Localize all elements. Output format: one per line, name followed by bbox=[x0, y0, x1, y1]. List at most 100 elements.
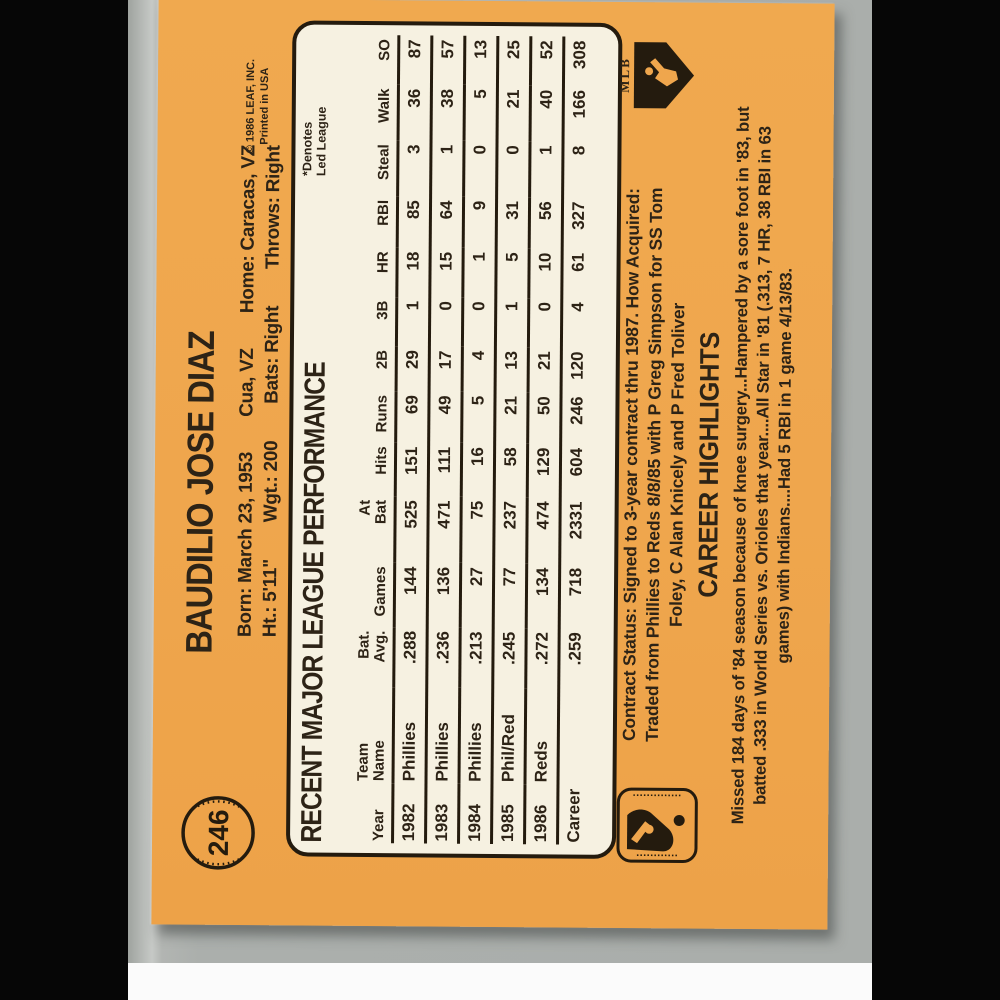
stat-cell: 21 bbox=[534, 351, 554, 371]
born-value: Born: March 23, 1953 bbox=[234, 451, 258, 638]
mlbpa-logo-icon bbox=[616, 787, 698, 864]
stat-cell: 718 bbox=[565, 567, 586, 597]
stat-cell: 38 bbox=[437, 88, 457, 109]
stat-cell: .213 bbox=[466, 631, 486, 665]
stat-cell: 0 bbox=[469, 301, 489, 311]
stat-cell: 77 bbox=[500, 567, 520, 587]
stat-cell: 134 bbox=[532, 567, 553, 597]
stat-cell: 1 bbox=[502, 301, 522, 312]
career-highlights-block: Missed 184 days of '84 season because of… bbox=[727, 39, 799, 892]
stat-cell: 151 bbox=[401, 446, 422, 476]
stat-cell: .272 bbox=[532, 631, 552, 666]
col-steal: Steal bbox=[374, 144, 393, 181]
stat-cell: 129 bbox=[533, 447, 554, 477]
stat-cell: 2331 bbox=[566, 501, 586, 540]
copyright-block: © 1986 LEAF, INC. Printed in USA bbox=[244, 48, 272, 164]
stat-cell: 0 bbox=[535, 301, 555, 312]
stat-cell: 136 bbox=[433, 566, 454, 596]
baseball-icon: 246 bbox=[181, 796, 255, 870]
stat-cell: 1985 bbox=[498, 804, 518, 843]
stat-cell: 56 bbox=[535, 201, 556, 221]
stat-cell: 5 bbox=[502, 252, 522, 262]
col-games: Games bbox=[371, 566, 389, 617]
stat-cell: 4 bbox=[468, 350, 488, 361]
stats-panel-header: RECENT MAJOR LEAGUE PERFORMANCE *Denotes… bbox=[296, 34, 340, 843]
height-value: Ht.: 5'11" bbox=[259, 559, 282, 638]
stat-cell: 69 bbox=[402, 395, 422, 415]
stat-cell: 52 bbox=[537, 40, 557, 60]
stat-cell: 13 bbox=[471, 39, 491, 59]
stat-cell: 3 bbox=[404, 144, 424, 155]
stat-cell: 85 bbox=[403, 200, 424, 220]
copyright-line: © 1986 LEAF, INC. bbox=[244, 58, 258, 154]
stat-cell: 1986 bbox=[531, 804, 551, 843]
stat-cell: 1 bbox=[469, 252, 489, 262]
col-year: Year bbox=[369, 809, 387, 842]
card-number: 246 bbox=[203, 809, 234, 856]
stat-cell: .288 bbox=[400, 630, 420, 665]
stat-cell: 1 bbox=[536, 145, 556, 156]
stat-cell: Phillies bbox=[432, 722, 452, 782]
stat-cell: 58 bbox=[500, 447, 521, 467]
stat-cell: Phil/Red bbox=[498, 714, 519, 783]
weight-value: Wgt.: 200 bbox=[260, 440, 283, 523]
stat-cell: 308 bbox=[570, 40, 590, 70]
stat-cell: 27 bbox=[467, 567, 487, 587]
stat-cell: Phillies bbox=[399, 721, 419, 782]
stats-panel: RECENT MAJOR LEAGUE PERFORMANCE *Denotes… bbox=[285, 20, 623, 859]
stat-cell: .259 bbox=[565, 632, 585, 666]
stat-cell: 1984 bbox=[465, 803, 485, 842]
col-runs: Runs bbox=[372, 394, 391, 433]
col-atbat: At Bat bbox=[356, 499, 390, 525]
stat-cell: 87 bbox=[405, 39, 425, 59]
stat-cell: 474 bbox=[533, 501, 553, 530]
stat-cell: 9 bbox=[469, 200, 490, 211]
stat-cell: 327 bbox=[568, 201, 589, 230]
stat-cell: 5 bbox=[470, 89, 490, 99]
stat-cell: 4 bbox=[568, 302, 588, 312]
stat-cell: 525 bbox=[401, 500, 421, 529]
stat-cell: 13 bbox=[501, 350, 521, 370]
stat-cell: 604 bbox=[566, 447, 587, 477]
col-walk: Walk bbox=[375, 88, 393, 124]
stat-cell: 120 bbox=[567, 351, 587, 380]
stat-cell: Phillies bbox=[465, 722, 485, 782]
stat-cell: 10 bbox=[535, 252, 555, 272]
col-3b: 3B bbox=[373, 300, 391, 320]
mlb-logo-label: MLB bbox=[616, 57, 633, 93]
birthplace-value: Cua, VZ bbox=[236, 348, 258, 417]
baseball-card-back: 246 BAUDILIO JOSE DIAZ Born: March 23, 1… bbox=[151, 0, 835, 930]
col-rbi: RBI bbox=[374, 199, 392, 226]
stat-cell: 21 bbox=[501, 395, 521, 415]
stat-cell: 111 bbox=[434, 446, 455, 474]
stat-cell: 471 bbox=[434, 500, 454, 529]
stat-cell: 21 bbox=[503, 89, 523, 109]
stat-cell: 57 bbox=[438, 39, 458, 59]
career-highlights-title-row: CAREER HIGHLIGHTS bbox=[690, 3, 728, 928]
bio-line-2: Ht.: 5'11" Wgt.: 200 Bats: Right Throws:… bbox=[260, 145, 286, 637]
stat-cell: 61 bbox=[568, 252, 588, 272]
stat-cell: .236 bbox=[433, 631, 453, 665]
stat-cell: 25 bbox=[504, 40, 524, 60]
stat-cell: 144 bbox=[400, 566, 421, 596]
stat-cell: 1 bbox=[403, 300, 423, 311]
stat-cell: 0 bbox=[470, 144, 490, 155]
stat-cell: 1 bbox=[437, 144, 457, 155]
card-content-rotated: 246 BAUDILIO JOSE DIAZ Born: March 23, 1… bbox=[152, 0, 834, 929]
black-border-right bbox=[872, 0, 1000, 1000]
stats-header-row: Year Team Name Bat. Avg. Games At Bat Hi… bbox=[334, 35, 399, 843]
stat-cell: 0 bbox=[503, 145, 523, 155]
col-avg: Bat. Avg. bbox=[355, 630, 389, 663]
col-hr: HR bbox=[374, 251, 392, 274]
stat-cell: 237 bbox=[500, 500, 520, 530]
stat-cell: 17 bbox=[435, 350, 455, 370]
stat-cell: Reds bbox=[531, 740, 551, 783]
stat-cell: 246 bbox=[567, 396, 587, 425]
stat-cell: 15 bbox=[436, 251, 456, 271]
stat-cell: 8 bbox=[569, 145, 589, 156]
printed-line: Printed in USA bbox=[258, 67, 271, 145]
stat-cell: 29 bbox=[402, 350, 422, 370]
stat-cell: Career bbox=[564, 788, 584, 843]
stat-cell: 5 bbox=[468, 395, 488, 406]
